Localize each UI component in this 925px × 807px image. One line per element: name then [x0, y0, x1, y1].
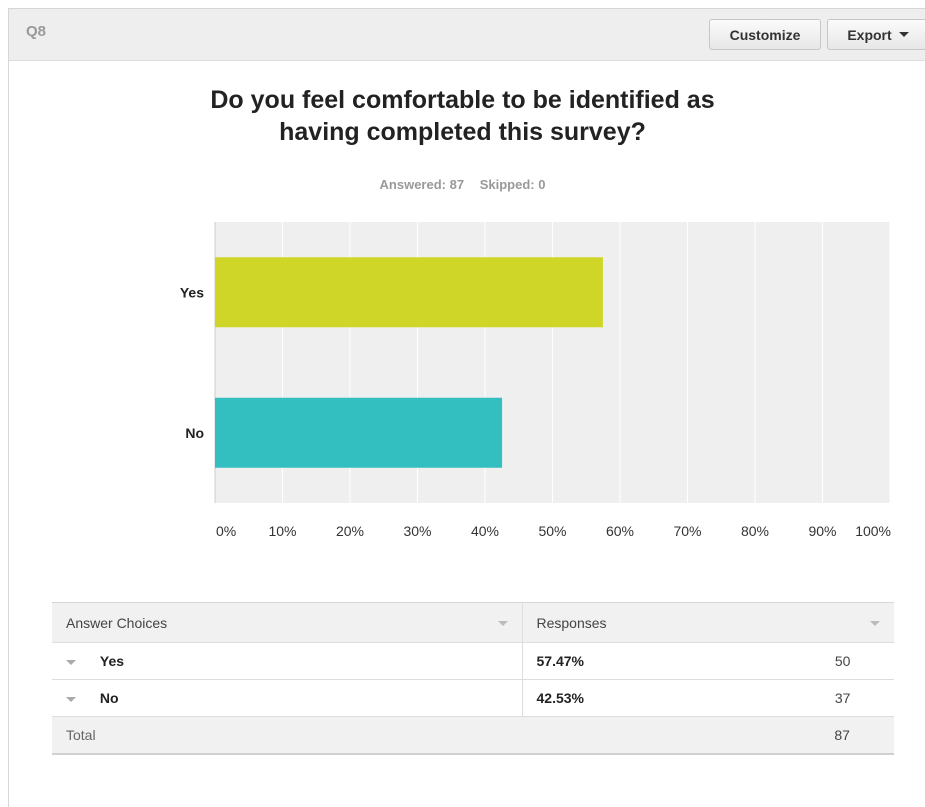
answer-choices-header-label: Answer Choices	[66, 614, 168, 631]
response-percent: 57.47%	[536, 653, 584, 669]
response-stats: Answered: 87 Skipped: 0	[0, 177, 925, 192]
table-header-row: Answer Choices Responses	[52, 602, 894, 643]
choice-cell: No	[52, 679, 523, 717]
responses-header-label: Responses	[536, 614, 607, 631]
bar-yes	[215, 257, 603, 328]
export-button[interactable]: Export	[827, 19, 925, 50]
x-tick-label: 30%	[403, 523, 431, 539]
x-tick-label: 60%	[606, 523, 634, 539]
response-cell: 57.47% 50	[522, 642, 894, 680]
x-tick-label: 40%	[471, 523, 499, 539]
question-title-line2: having completed this survey?	[279, 118, 646, 146]
x-tick-label: 50%	[538, 523, 566, 539]
x-tick-label: 70%	[673, 523, 701, 539]
choice-label: Yes	[99, 653, 125, 669]
x-tick-label: 0%	[216, 523, 236, 539]
x-tick-label: 80%	[741, 523, 769, 539]
choice-label: No	[99, 690, 119, 706]
response-cell: 42.53% 37	[522, 679, 894, 717]
export-label: Export	[847, 26, 892, 43]
responses-table: Answer Choices Responses Yes 57.47% 50 N…	[52, 602, 894, 755]
question-title: Do you feel comfortable to be identified…	[0, 84, 925, 148]
skipped-count: Skipped: 0	[479, 177, 546, 192]
sort-caret-icon[interactable]	[870, 620, 880, 626]
response-count: 37	[834, 690, 851, 706]
response-percent: 42.53%	[536, 690, 584, 706]
choice-cell: Yes	[52, 642, 523, 680]
question-number: Q8	[26, 23, 47, 40]
question-title-line1: Do you feel comfortable to be identified…	[210, 86, 715, 114]
answer-choices-header[interactable]: Answer Choices	[52, 602, 523, 643]
chevron-down-icon	[898, 32, 909, 37]
total-label: Total	[52, 716, 522, 755]
sort-caret-icon[interactable]	[497, 620, 508, 626]
bar-no	[215, 397, 503, 468]
responses-header[interactable]: Responses	[522, 602, 894, 643]
total-cell: 87	[522, 716, 894, 755]
response-count: 50	[834, 653, 851, 669]
expand-caret-icon[interactable]	[66, 659, 76, 665]
customize-button[interactable]: Customize	[709, 19, 821, 50]
expand-caret-icon[interactable]	[66, 696, 76, 702]
category-label: No	[185, 425, 204, 441]
x-tick-label: 90%	[808, 523, 836, 539]
bar-chart: Yes No 0% 10% 20% 30% 40% 50% 60% 70% 80% 90% 100%	[180, 222, 891, 539]
x-tick-label: 20%	[336, 523, 364, 539]
table-row: Yes 57.47% 50	[52, 642, 894, 680]
table-row: No 42.53% 37	[52, 679, 894, 717]
x-tick-label: 100%	[855, 523, 891, 539]
question-header: Q8 Customize Export	[9, 9, 925, 61]
total-count: 87	[834, 726, 850, 743]
category-label: Yes	[180, 284, 204, 300]
answered-count: Answered: 87	[379, 177, 465, 192]
x-tick-label: 10%	[268, 523, 296, 539]
total-row: Total 87	[52, 716, 894, 755]
